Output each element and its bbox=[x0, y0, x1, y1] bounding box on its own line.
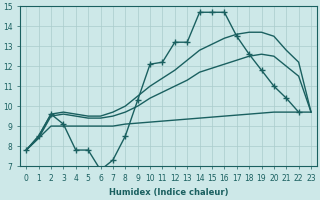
X-axis label: Humidex (Indice chaleur): Humidex (Indice chaleur) bbox=[109, 188, 228, 197]
